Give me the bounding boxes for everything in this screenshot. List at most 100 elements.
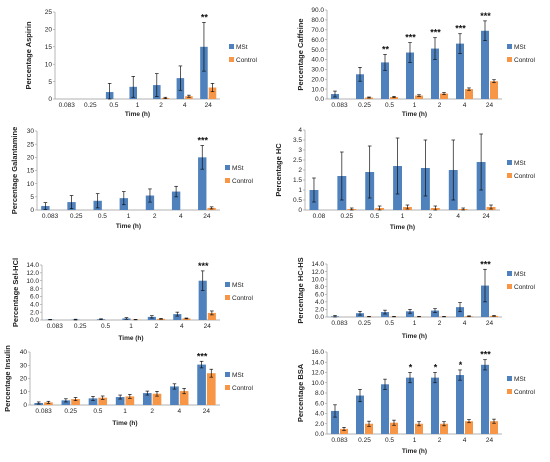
x-tick-label: 1	[401, 213, 405, 220]
x-tick-label: 4	[456, 213, 460, 220]
y-tick-label: 6.0	[30, 294, 39, 301]
bar-control	[340, 428, 348, 434]
y-tick-label: 10.0	[311, 86, 324, 93]
y-tick-label: 0	[298, 207, 302, 214]
y-tick-label: 20	[20, 376, 28, 383]
bar-mst	[406, 311, 414, 317]
bar-mst	[481, 30, 489, 100]
x-tick-label: 2	[150, 408, 154, 415]
x-tick-label: 0.083	[35, 408, 52, 415]
legend-label: Control	[514, 173, 536, 180]
bar-mst	[356, 395, 364, 434]
x-tick-label: 0.25	[340, 213, 353, 220]
bar-control	[125, 396, 135, 405]
x-tick-label: 24	[204, 323, 212, 330]
y-axis-label: Percentage BSA	[296, 363, 305, 422]
bar-control	[71, 399, 80, 405]
y-axis-label: Percentage Sel-HCl	[11, 258, 20, 327]
y-tick-label: 8.0	[315, 284, 324, 291]
significance-label: *	[459, 360, 463, 370]
x-tick-label: 2	[438, 102, 442, 109]
bar-mst	[381, 62, 389, 99]
bar-mst	[142, 393, 152, 405]
y-tick-label: 4.0	[30, 301, 39, 308]
bar-control	[415, 95, 423, 99]
y-tick-label: 0.0	[315, 431, 324, 438]
x-tick-label: 0.5	[101, 323, 110, 330]
y-tick-label: 0	[23, 402, 27, 409]
significance-label: ***	[430, 28, 441, 38]
bar-mst	[431, 48, 439, 99]
y-tick-label: 16.0	[311, 349, 324, 356]
bar-mst	[381, 312, 389, 317]
y-tick-label: 30	[27, 128, 35, 135]
x-tick-label: 0.25	[74, 323, 87, 330]
x-tick-label: 0.5	[93, 408, 102, 415]
legend-label: Control	[232, 385, 254, 392]
legend-label: MSt	[232, 282, 244, 289]
y-tick-label: 0	[48, 96, 52, 103]
bar-mst	[171, 191, 181, 210]
x-tick-label: 4	[180, 323, 184, 330]
x-tick-label: 1	[413, 102, 417, 109]
y-tick-label: 25	[27, 141, 35, 148]
significance-label: ***	[197, 351, 208, 361]
y-tick-label: 5	[30, 194, 34, 201]
bar-control	[390, 422, 398, 434]
legend-label: MSt	[236, 44, 248, 51]
x-tick-label: 4	[183, 102, 187, 109]
y-tick-label: 50.0	[311, 47, 324, 54]
bar-mst	[173, 314, 182, 320]
bar-control	[207, 312, 216, 320]
bar-mst	[200, 46, 208, 99]
x-tick-label: 24	[486, 102, 494, 109]
x-tick-label: 0.083	[331, 102, 348, 109]
bar-mst	[61, 400, 71, 405]
significance-label: ***	[455, 24, 466, 34]
y-axis-label: Percentage Insulin	[3, 345, 12, 412]
legend-label: Control	[514, 284, 536, 291]
bar-mst	[356, 74, 364, 99]
y-tick-label: 2.0	[30, 309, 39, 316]
significance-label: ***	[480, 11, 491, 21]
x-tick-label: 4	[463, 102, 467, 109]
x-axis-label: Time (h)	[118, 335, 143, 342]
bar-mst	[198, 280, 207, 320]
y-tick-label: 8.0	[30, 286, 39, 293]
legend-swatch	[507, 173, 512, 178]
bar-mst	[481, 364, 489, 434]
legend-swatch	[225, 165, 230, 170]
y-tick-label: 2.0	[315, 307, 324, 314]
legend-label: Control	[514, 57, 536, 64]
bar-control	[440, 423, 448, 434]
bar-control	[440, 93, 448, 99]
significance-label: **	[382, 45, 390, 55]
y-tick-label: 4.0	[315, 299, 324, 306]
significance-label: ***	[198, 261, 209, 271]
x-tick-label: 0.5	[370, 213, 379, 220]
x-tick-label: 0.083	[59, 102, 76, 109]
x-tick-label: 0.25	[84, 102, 97, 109]
y-tick-label: 30.0	[311, 67, 324, 74]
y-tick-label: 80.0	[311, 17, 324, 24]
x-axis-label: Time (h)	[402, 448, 427, 455]
x-tick-label: 0.25	[64, 408, 77, 415]
x-tick-label: 2	[438, 320, 442, 327]
x-tick-label: 0.083	[331, 320, 348, 327]
bar-mst	[381, 384, 389, 434]
x-tick-label: 24	[203, 408, 211, 415]
bar-mst	[197, 364, 206, 405]
bar-mst	[145, 195, 155, 210]
y-tick-label: 15	[27, 168, 35, 175]
legend-swatch	[507, 160, 512, 165]
legend-swatch	[229, 44, 234, 49]
x-tick-label: 0.5	[385, 102, 394, 109]
x-tick-label: 1	[127, 213, 131, 220]
y-tick-label: 4	[298, 127, 302, 134]
y-tick-label: 0.0	[30, 317, 39, 324]
bar-mst	[431, 377, 439, 434]
bar-mst	[456, 43, 464, 99]
